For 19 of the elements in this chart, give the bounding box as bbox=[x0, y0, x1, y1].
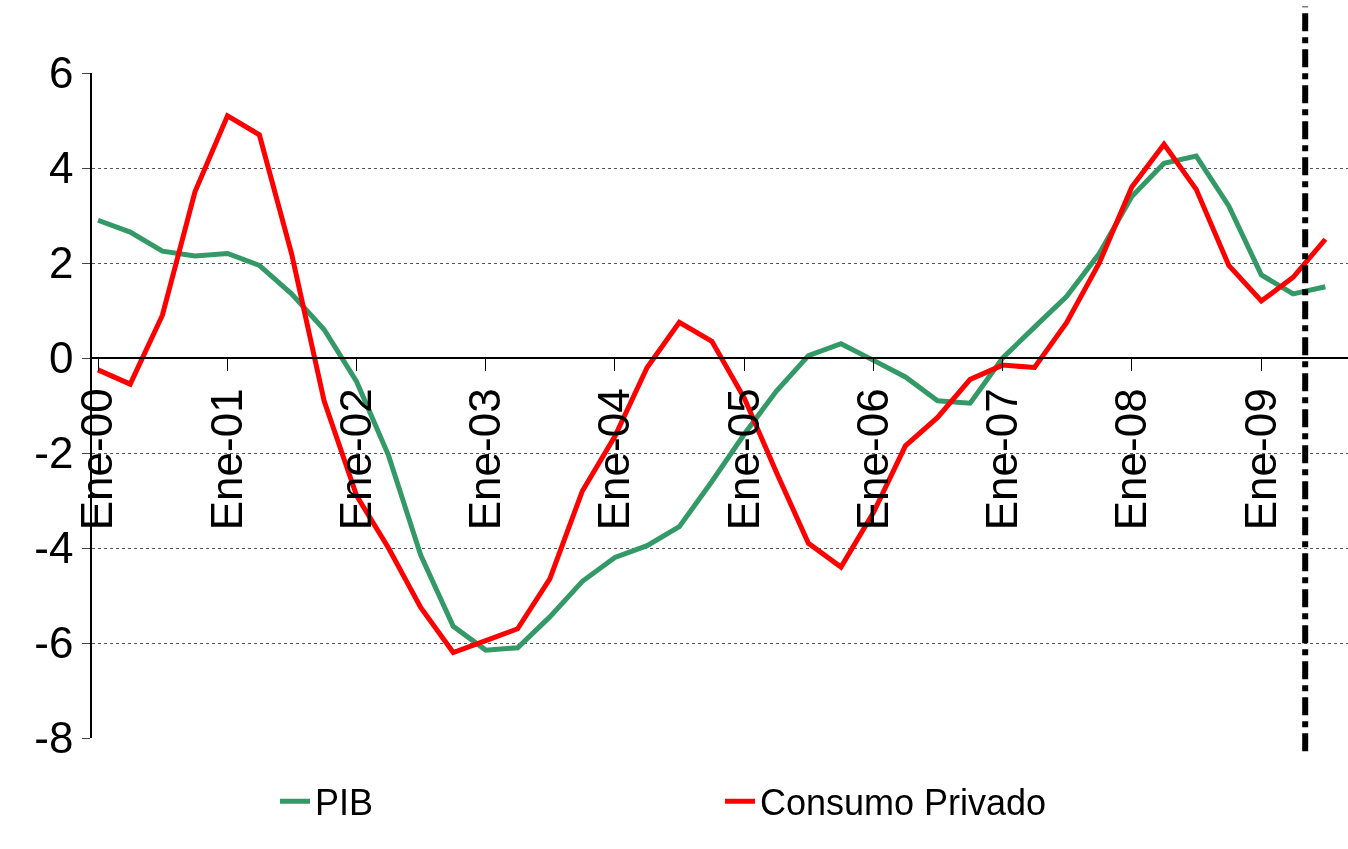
y-tick-label: -6 bbox=[34, 618, 74, 668]
y-tick-label: 2 bbox=[48, 238, 74, 288]
x-tick-label: Ene-02 bbox=[330, 388, 380, 531]
legend-label: Consumo Privado bbox=[760, 782, 1047, 824]
y-tick-label: -8 bbox=[34, 713, 74, 763]
x-tick-label: Ene-01 bbox=[201, 388, 251, 531]
x-tick-label: Ene-03 bbox=[460, 388, 510, 531]
y-tick-label: 0 bbox=[48, 333, 74, 383]
x-tick-label: Ene-04 bbox=[589, 388, 639, 531]
x-tick-label: Ene-06 bbox=[847, 388, 897, 531]
x-tick-label: Ene-07 bbox=[976, 388, 1026, 531]
y-tick-label: 6 bbox=[48, 48, 74, 98]
legend-label: PIB bbox=[315, 782, 374, 824]
x-tick-label: Ene-05 bbox=[718, 388, 768, 531]
x-tick-label: Ene-09 bbox=[1235, 388, 1285, 531]
y-tick-label: 4 bbox=[48, 143, 74, 193]
y-tick-label: -2 bbox=[34, 428, 74, 478]
y-tick-label: -4 bbox=[34, 523, 74, 573]
x-tick-label: Ene-08 bbox=[1106, 388, 1156, 531]
